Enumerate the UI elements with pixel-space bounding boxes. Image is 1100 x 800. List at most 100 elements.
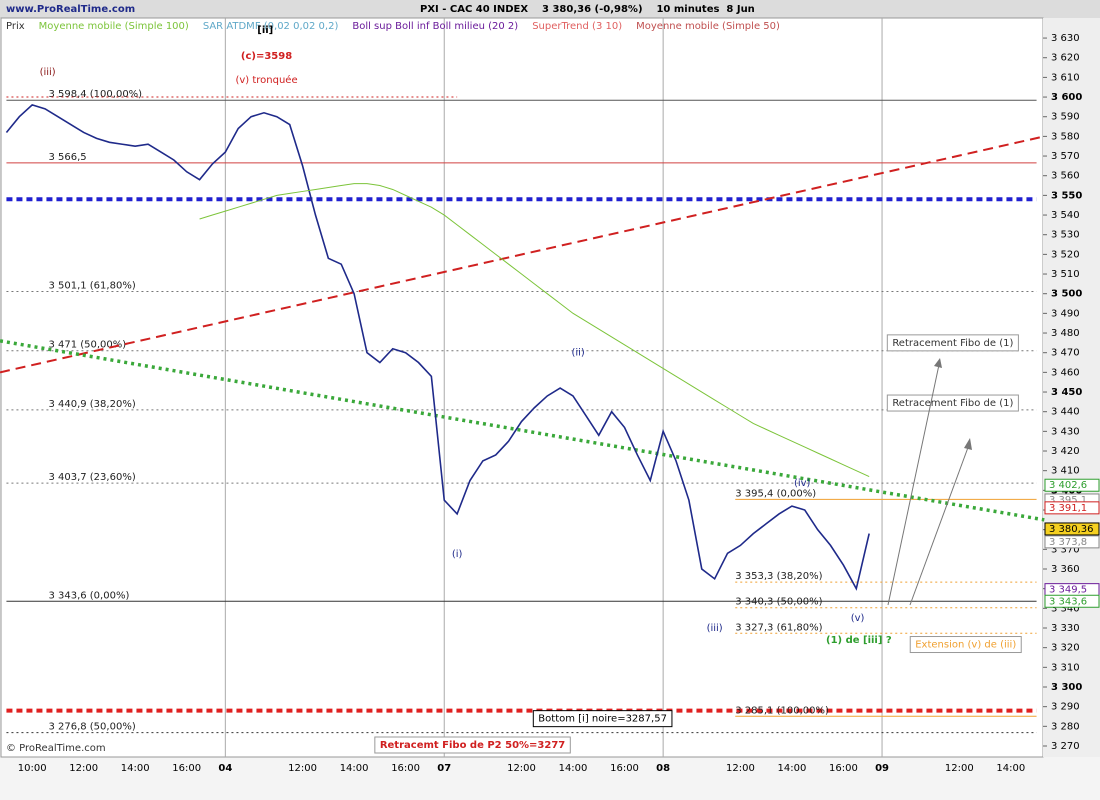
annotation: (v) tronquée <box>235 74 297 86</box>
level-label: 3 343,6 (0,00%) <box>48 590 129 601</box>
y-tick-label: 3 450 <box>1051 387 1082 398</box>
price-tag-label: 3 380,36 <box>1049 524 1094 535</box>
x-tick-label: 08 <box>656 763 670 774</box>
y-tick-label: 3 520 <box>1051 249 1080 260</box>
x-tick-label: 10:00 <box>18 763 47 774</box>
price-tag <box>1044 522 1100 536</box>
y-tick-label: 3 460 <box>1051 367 1080 378</box>
level-label: 3 285,1 (100,00%) <box>735 705 829 716</box>
price-tag-label: 3 343,6 <box>1049 596 1087 607</box>
annotation-box <box>886 394 1019 412</box>
price-tag <box>1044 501 1100 515</box>
y-tick-label: 3 290 <box>1051 702 1080 713</box>
annotation: Retracement Fibo de (1) <box>892 338 1013 349</box>
price-tag <box>1044 535 1100 549</box>
legend-entry: Prix <box>6 21 25 32</box>
y-tick-label: 3 610 <box>1051 72 1080 83</box>
x-tick-label: 16:00 <box>610 763 639 774</box>
y-tick-label: 3 280 <box>1051 721 1080 732</box>
layers: 3 270 3 280 3 290 3 300 3 310 3 320 3 330 3 340… <box>0 18 1100 774</box>
arrow-head <box>964 438 972 450</box>
x-tick-label: 07 <box>437 763 451 774</box>
y-tick-label: 3 440 <box>1051 407 1080 418</box>
level-label: 3 471 (50,00%) <box>48 340 126 351</box>
y-tick-label: 3 410 <box>1051 466 1080 477</box>
legend-entry: Moyenne mobile (Simple 50) <box>636 21 780 32</box>
y-tick-label: 3 570 <box>1051 151 1080 162</box>
annotation: (iv) <box>794 478 811 489</box>
x-tick-label: 14:00 <box>559 763 588 774</box>
y-tick-label: 3 270 <box>1051 741 1080 752</box>
annotation: Extension (v) de (iii) <box>915 640 1016 651</box>
legend-entry: Moyenne mobile (Simple 100) <box>39 21 189 32</box>
price-tag-label: 3 391,1 <box>1049 503 1087 514</box>
price-tag-label: 3 349,5 <box>1049 585 1087 596</box>
y-tick-label: 3 630 <box>1051 33 1080 44</box>
y-tick-label: 3 590 <box>1051 112 1080 123</box>
legend-entry: SAR ATDMF (0,02 0,02 0,2) <box>203 21 339 32</box>
x-tick-label: 12:00 <box>726 763 755 774</box>
y-tick-label: 3 600 <box>1051 92 1082 103</box>
annotation-box <box>886 334 1019 352</box>
plot-area <box>0 17 1044 758</box>
x-tick-label: 14:00 <box>777 763 806 774</box>
y-tick-label: 3 430 <box>1051 426 1080 437</box>
y-tick-label: 3 550 <box>1051 190 1082 201</box>
level-label: 3 395,4 (0,00%) <box>735 488 816 499</box>
level-label: 3 598,4 (100,00%) <box>48 89 142 100</box>
x-tick-label: 14:00 <box>121 763 150 774</box>
x-tick-label: 12:00 <box>288 763 317 774</box>
annotation-box <box>374 736 571 754</box>
annotation: Retracement Fibo de (1) <box>892 398 1013 409</box>
x-tick-label: 09 <box>875 763 889 774</box>
level-label: 3 276,8 (50,00%) <box>48 722 135 733</box>
annotation: (ii) <box>571 348 584 359</box>
y-tick-label: 3 500 <box>1051 289 1082 300</box>
level-label: 3 501,1 (61,80%) <box>48 281 135 292</box>
price-tag <box>1044 478 1100 492</box>
y-tick-label: 3 580 <box>1051 131 1080 142</box>
y-tick-label: 3 320 <box>1051 643 1080 654</box>
level-label: 3 440,9 (38,20%) <box>48 399 135 410</box>
y-tick-label: 3 560 <box>1051 171 1080 182</box>
y-tick-label: 3 420 <box>1051 446 1080 457</box>
level-label: 3 403,7 (23,60%) <box>48 472 135 483</box>
annotation-box <box>532 710 673 728</box>
y-tick-label: 3 360 <box>1051 564 1080 575</box>
y-tick-label: 3 480 <box>1051 328 1080 339</box>
annotation: (iii) <box>40 67 56 78</box>
legend-entry: Boll sup Boll inf Boll milieu (20 2) <box>352 21 518 32</box>
y-tick-label: 3 330 <box>1051 623 1080 634</box>
y-tick-label: 3 340 <box>1051 603 1080 614</box>
x-tick-label: 14:00 <box>996 763 1025 774</box>
x-tick-label: 16:00 <box>172 763 201 774</box>
copyright: © ProRealTime.com <box>6 743 106 754</box>
projection-arrow <box>887 359 941 606</box>
y-tick-label: 3 540 <box>1051 210 1080 221</box>
level-label: 3 327,3 (61,80%) <box>735 622 822 633</box>
x-tick-label: 16:00 <box>829 763 858 774</box>
annotation-box <box>909 636 1022 654</box>
projection-arrow <box>909 441 971 606</box>
x-tick-label: 04 <box>218 763 232 774</box>
y-tick-label: 3 510 <box>1051 269 1080 280</box>
annotation: (i) <box>452 549 463 560</box>
y-tick-label: 3 470 <box>1051 348 1080 359</box>
price-tag-label: 3 395,1 <box>1049 495 1087 506</box>
annotation: Retracemt Fibo de P2 50%=3277 <box>380 740 565 751</box>
y-tick-label: 3 530 <box>1051 230 1080 241</box>
site-name: www.ProRealTime.com <box>6 4 135 15</box>
level-label: 3 566,5 <box>48 152 86 163</box>
annotation: (iii) <box>707 623 723 634</box>
x-tick-label: 12:00 <box>507 763 536 774</box>
level-label: 3 353,3 (38,20%) <box>735 571 822 582</box>
level-label: 3 340,3 (50,00%) <box>735 597 822 608</box>
x-tick-label: 12:00 <box>69 763 98 774</box>
annotation: (1) de [iii] ? <box>826 635 892 646</box>
y-axis-area <box>1043 18 1100 757</box>
x-tick-label: 16:00 <box>391 763 420 774</box>
price-tag-label: 3 402,6 <box>1049 480 1087 491</box>
x-tick-label: 12:00 <box>945 763 974 774</box>
price-tag <box>1044 594 1100 608</box>
